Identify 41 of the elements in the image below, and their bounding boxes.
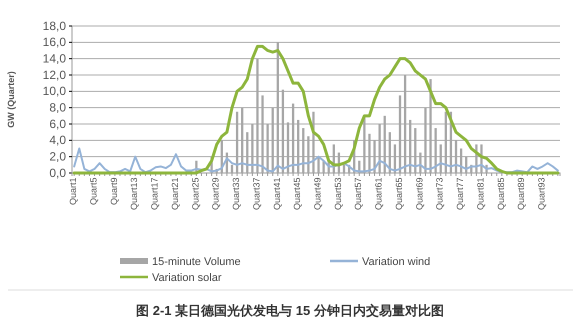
y-tick-label: 16,0: [42, 35, 66, 50]
y-tick-label: 10,0: [42, 84, 66, 98]
x-tick-label: Quart89: [516, 178, 526, 210]
y-tick-label: 18,0: [42, 18, 66, 33]
x-tick-label: Quart81: [475, 178, 486, 210]
x-tick-label: Quart5: [88, 178, 98, 206]
x-tick-label: Quart41: [272, 178, 282, 210]
x-tick-label: Quart33: [231, 178, 242, 210]
y-tick-label: 4,0: [49, 133, 66, 148]
y-tick-label: 14,0: [42, 52, 66, 66]
y-axis-title: GW (Quarter): [6, 71, 16, 128]
y-tick-label: 0,0: [49, 166, 66, 180]
y-tick-label: 6,0: [49, 116, 66, 131]
x-tick-label: Quart93: [536, 178, 547, 210]
x-tick-label: Quart69: [414, 178, 424, 210]
x-tick-label: Quart21: [170, 178, 180, 210]
x-tick-label: Quart49: [312, 178, 322, 210]
x-tick-label: Quart17: [150, 178, 160, 210]
x-tick-label: Quart45: [292, 178, 302, 210]
y-tick-label: 8,0: [49, 100, 66, 115]
legend-label: Variation solar: [152, 272, 222, 284]
legend-label: Variation wind: [362, 256, 430, 268]
text: 图 2-1 某日德国光伏发电与 15 分钟日内交易量对比图: [136, 303, 444, 318]
x-tick-label: Quart13: [129, 178, 140, 210]
line-series: [72, 44, 560, 174]
x-tick-label: Quart53: [332, 178, 343, 210]
x-tick-label: Quart9: [108, 178, 119, 206]
x-tick-label: Quart61: [374, 178, 384, 210]
y-tick-label: 2,0: [49, 150, 66, 164]
x-tick-label: Quart29: [210, 178, 221, 210]
x-tick-label: Quart73: [434, 178, 445, 210]
x-tick-label: Quart25: [190, 178, 200, 210]
x-tick-label: Quart57: [353, 178, 364, 210]
y-tick-label: 12,0: [42, 68, 66, 82]
x-tick-label: Quart77: [455, 178, 466, 210]
line-series: [73, 148, 559, 174]
x-tick-label: Quart85: [496, 178, 506, 210]
legend-label: 15-minute Volume: [152, 256, 241, 268]
x-tick-label: Quart37: [251, 178, 262, 210]
x-tick-label: Quart65: [394, 178, 404, 210]
x-tick-label: Quart1: [68, 178, 78, 206]
